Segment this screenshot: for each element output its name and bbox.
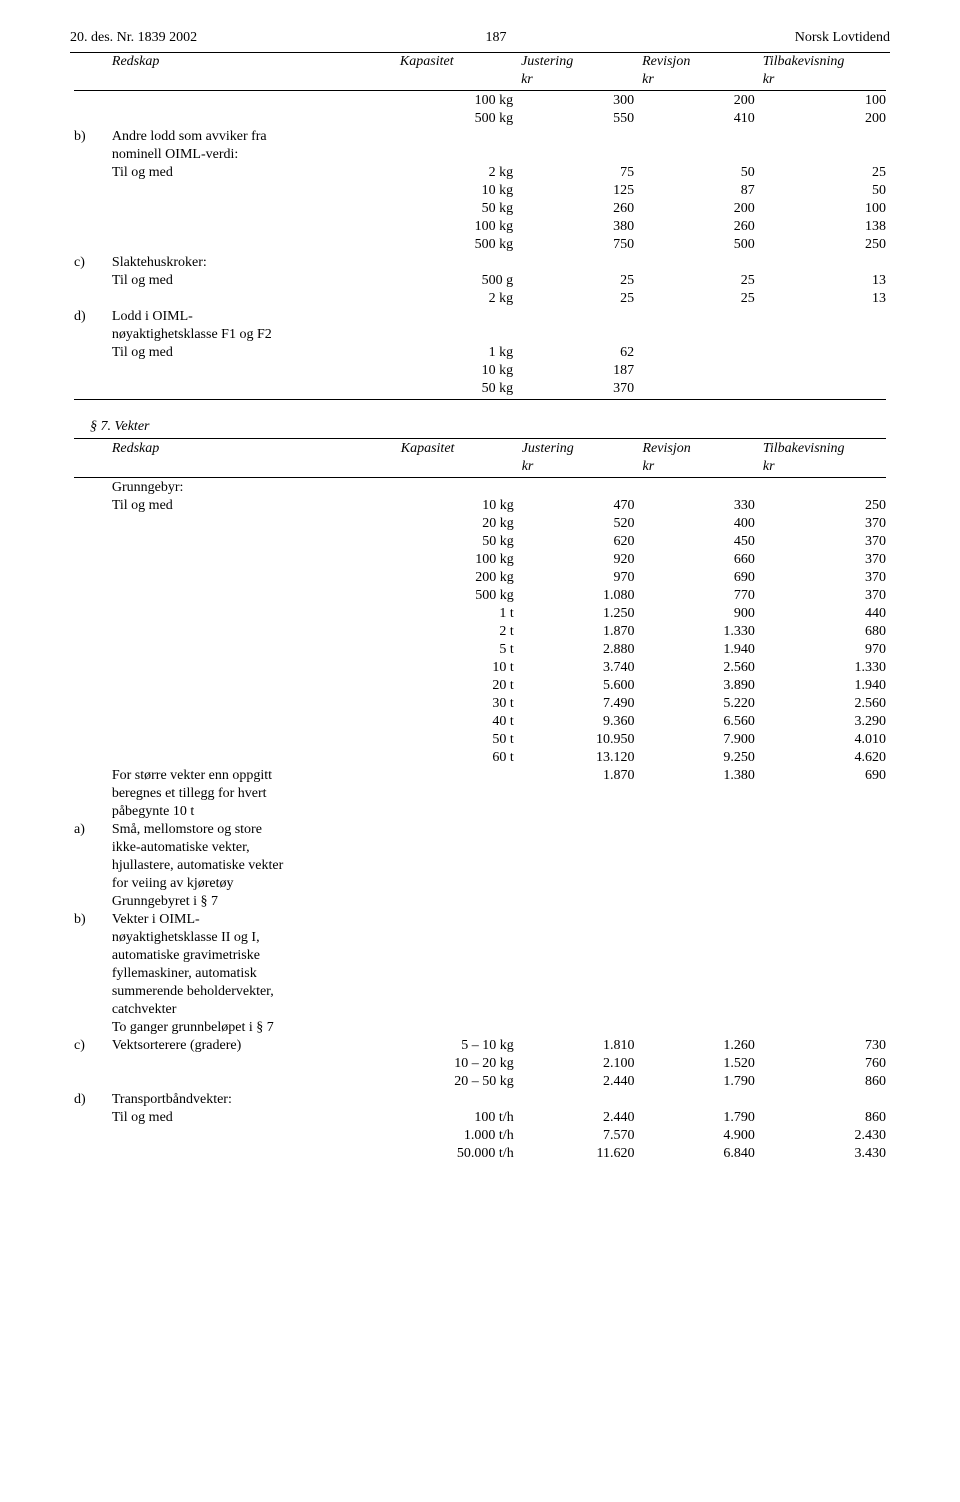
col-kapasitet: Kapasitet xyxy=(396,53,517,71)
table-row: 1 t 1.250 900 440 xyxy=(70,605,890,623)
table-row: 50 kg 370 xyxy=(70,380,890,398)
table-row: b) Andre lodd som avviker fra xyxy=(70,128,890,146)
table-row: a) Små, mellomstore og store xyxy=(70,821,890,839)
table-row: Grunngebyret i § 7 xyxy=(70,893,890,911)
table-row: catchvekter xyxy=(70,1001,890,1019)
header-left: 20. des. Nr. 1839 2002 xyxy=(70,30,197,46)
table-row: 20 t 5.600 3.890 1.940 xyxy=(70,677,890,695)
header-right: Norsk Lovtidend xyxy=(795,30,890,46)
col-revisjon: Revisjon xyxy=(638,53,759,71)
table-row: 5 t 2.880 1.940 970 xyxy=(70,641,890,659)
table-row: 50 kg 260 200 100 xyxy=(70,200,890,218)
table-row: Til og med 2 kg 75 50 25 xyxy=(70,164,890,182)
table-row: 2 t 1.870 1.330 680 xyxy=(70,623,890,641)
table-row: 500 kg 750 500 250 xyxy=(70,236,890,254)
table-row: 500 kg 550 410 200 xyxy=(70,110,890,128)
table-row: 1.000 t/h 7.570 4.900 2.430 xyxy=(70,1127,890,1145)
table-row: Grunngebyr: xyxy=(70,479,890,497)
section-7-title: § 7. Vekter xyxy=(70,419,890,435)
table-row: summerende beholdervekter, xyxy=(70,983,890,1001)
table-row: Til og med 500 g 25 25 13 xyxy=(70,272,890,290)
table-row: d) Lodd i OIML- xyxy=(70,308,890,326)
table-row: To ganger grunnbeløpet i § 7 xyxy=(70,1019,890,1037)
table-row: 50.000 t/h 11.620 6.840 3.430 xyxy=(70,1145,890,1163)
table-row: c) Slaktehuskroker: xyxy=(70,254,890,272)
table-row: fyllemaskiner, automatisk xyxy=(70,965,890,983)
col-redskap: Redskap xyxy=(108,53,396,71)
table-row: 500 kg 1.080 770 370 xyxy=(70,587,890,605)
page: 20. des. Nr. 1839 2002 187 Norsk Lovtide… xyxy=(0,0,960,1203)
table-row: 60 t 13.120 9.250 4.620 xyxy=(70,749,890,767)
header-center: 187 xyxy=(197,30,795,46)
table-row: hjullastere, automatiske vekter xyxy=(70,857,890,875)
table-row: ikke-automatiske vekter, xyxy=(70,839,890,857)
table-row: 100 kg 920 660 370 xyxy=(70,551,890,569)
table-row: Til og med 100 t/h 2.440 1.790 860 xyxy=(70,1109,890,1127)
col-tilbakevisning: Tilbakevisning xyxy=(759,53,890,71)
col-justering: Justering xyxy=(517,53,638,71)
table-row: Til og med 10 kg 470 330 250 xyxy=(70,497,890,515)
table-1-header: Redskap Kapasitet Justering Revisjon Til… xyxy=(70,53,890,71)
kr-t: kr xyxy=(759,71,890,89)
table-row: nøyaktighetsklasse II og I, xyxy=(70,929,890,947)
page-header: 20. des. Nr. 1839 2002 187 Norsk Lovtide… xyxy=(70,30,890,46)
table-row: 40 t 9.360 6.560 3.290 xyxy=(70,713,890,731)
table-1-header-kr: kr kr kr xyxy=(70,71,890,89)
table-2-header: Redskap Kapasitet Justering Revisjon Til… xyxy=(70,440,890,458)
table-row: d) Transportbåndvekter: xyxy=(70,1091,890,1109)
table-row: 10 t 3.740 2.560 1.330 xyxy=(70,659,890,677)
table-row: 10 – 20 kg 2.100 1.520 760 xyxy=(70,1055,890,1073)
table-row: c) Vektsorterere (gradere) 5 – 10 kg 1.8… xyxy=(70,1037,890,1055)
table-row: 200 kg 970 690 370 xyxy=(70,569,890,587)
table-row: 20 kg 520 400 370 xyxy=(70,515,890,533)
table-2: Redskap Kapasitet Justering Revisjon Til… xyxy=(70,437,890,1163)
table-row: påbegynte 10 t xyxy=(70,803,890,821)
table-row: b) Vekter i OIML- xyxy=(70,911,890,929)
table-row: 2 kg 25 25 13 xyxy=(70,290,890,308)
kr-j: kr xyxy=(517,71,638,89)
table-2-header-kr: kr kr kr xyxy=(70,458,890,476)
table-row: 100 kg 300 200 100 xyxy=(70,92,890,110)
table-row: 10 kg 125 87 50 xyxy=(70,182,890,200)
table-row: 50 t 10.950 7.900 4.010 xyxy=(70,731,890,749)
table-row: beregnes et tillegg for hvert xyxy=(70,785,890,803)
table-row: nominell OIML-verdi: xyxy=(70,146,890,164)
table-row: 30 t 7.490 5.220 2.560 xyxy=(70,695,890,713)
table-row: For større vekter enn oppgitt 1.870 1.38… xyxy=(70,767,890,785)
table-row: 10 kg 187 xyxy=(70,362,890,380)
kr-r: kr xyxy=(638,71,759,89)
table-row: 50 kg 620 450 370 xyxy=(70,533,890,551)
table-row: Til og med 1 kg 62 xyxy=(70,344,890,362)
table-row: nøyaktighetsklasse F1 og F2 xyxy=(70,326,890,344)
table-1: Redskap Kapasitet Justering Revisjon Til… xyxy=(70,53,890,401)
table-row: for veiing av kjøretøy xyxy=(70,875,890,893)
table-row: 20 – 50 kg 2.440 1.790 860 xyxy=(70,1073,890,1091)
table-row: 100 kg 380 260 138 xyxy=(70,218,890,236)
table-row: automatiske gravimetriske xyxy=(70,947,890,965)
